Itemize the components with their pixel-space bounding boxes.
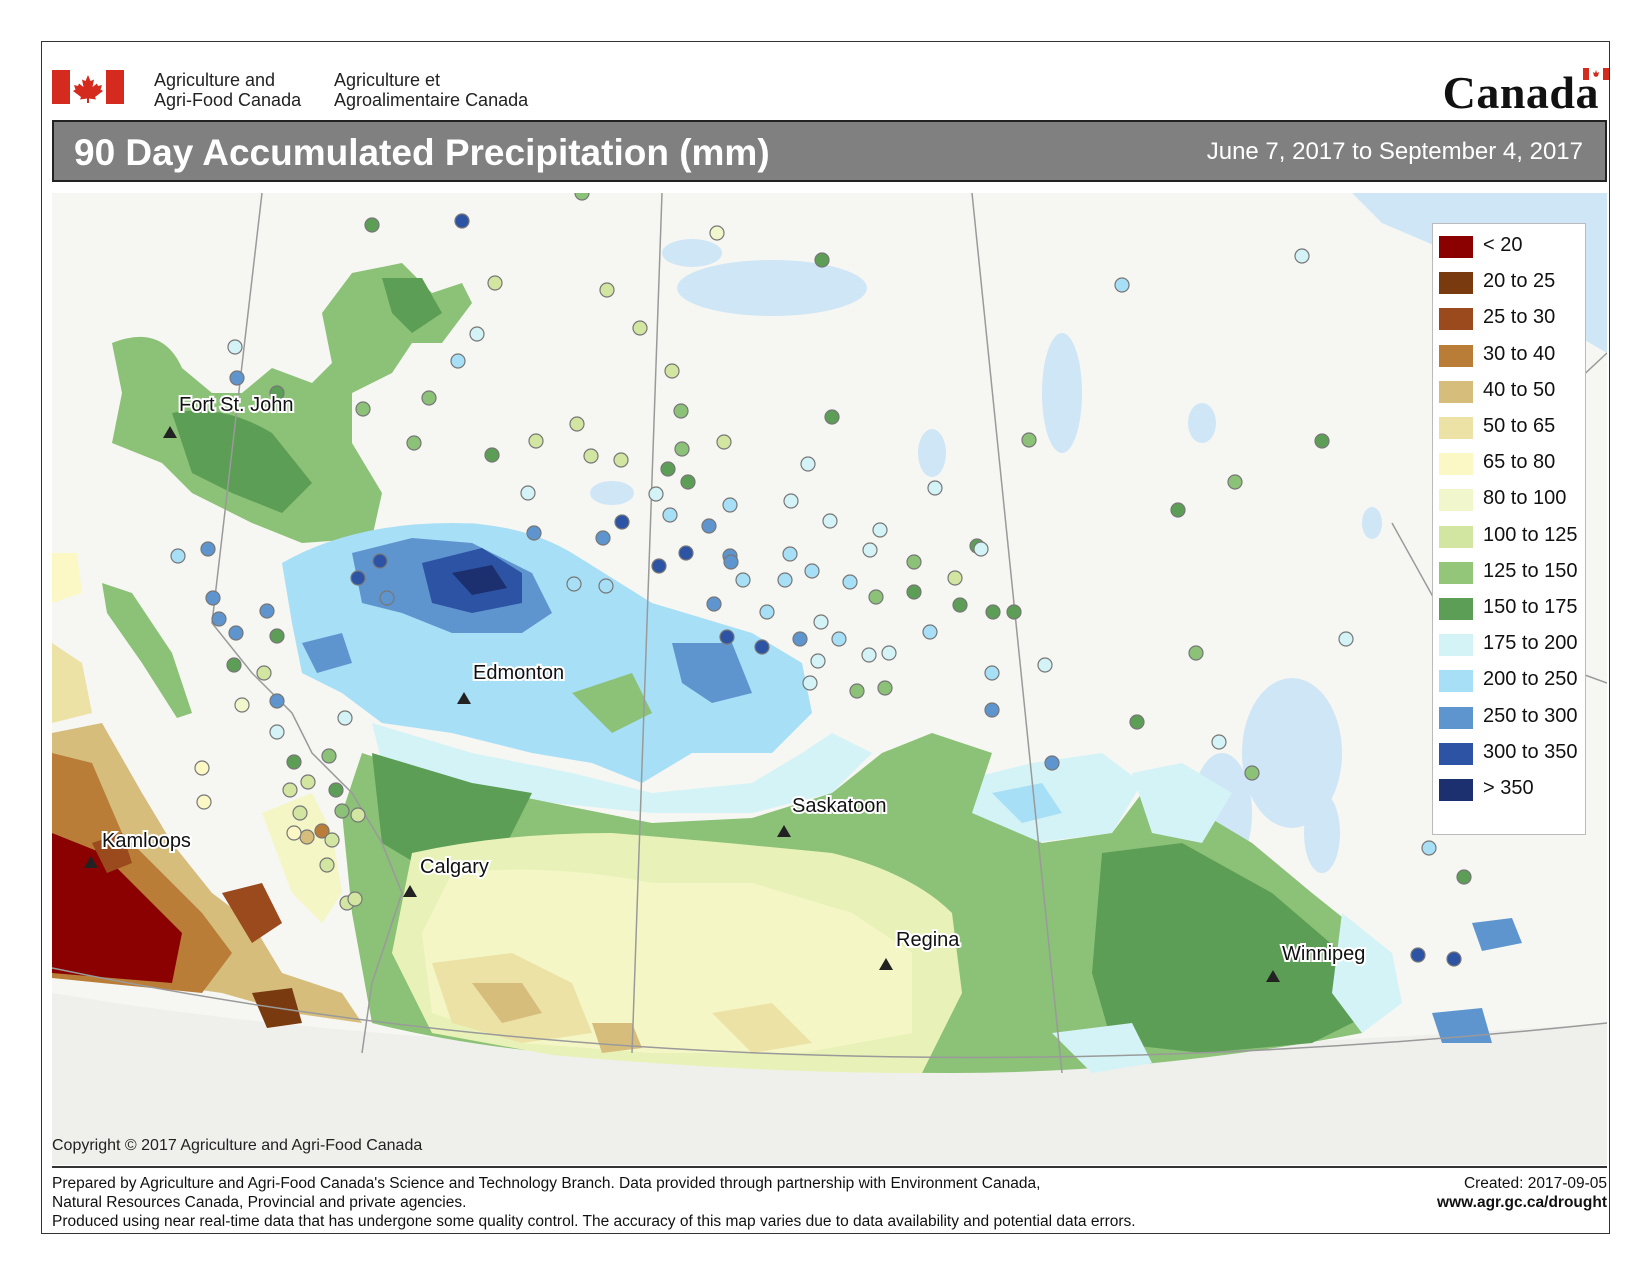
drought-url-link[interactable]: www.agr.gc.ca/drought [1437,1194,1607,1211]
legend-item: 150 to 175 [1439,594,1583,622]
canada-wordmark: Canada [1443,66,1599,119]
legend-item: > 350 [1439,775,1583,803]
legend-swatch [1439,525,1473,548]
legend-item: 175 to 200 [1439,630,1583,658]
legend-item: 125 to 150 [1439,558,1583,586]
legend-item: 80 to 100 [1439,485,1583,513]
legend-item: 20 to 25 [1439,268,1583,296]
legend-swatch [1439,706,1473,729]
legend-label: 65 to 80 [1483,451,1556,474]
legend-label: 175 to 200 [1483,632,1578,655]
legend-swatch [1439,561,1473,584]
department-name-english: Agriculture and Agri-Food Canada [154,70,301,110]
city-label-saskatoon: Saskatoon [792,795,887,817]
map-frame [41,41,1610,1234]
legend-swatch [1439,598,1473,620]
precipitation-map: Fort St. John Edmonton Saskatoon Calgary… [52,193,1607,1165]
precipitation-field [52,263,1522,1073]
legend-swatch [1439,779,1473,801]
dept-fr-line2: Agroalimentaire Canada [334,90,529,110]
legend-item: 50 to 65 [1439,413,1583,441]
footer-line1: Prepared by Agriculture and Agri-Food Ca… [52,1175,1041,1192]
legend-label: < 20 [1483,234,1523,256]
calgary-marker [403,885,417,897]
saskatoon-marker [777,825,791,837]
title-bar: 90 Day Accumulated Precipitation (mm) Ju… [52,120,1607,182]
city-label-kamloops: Kamloops [102,830,191,852]
legend-swatch [1439,453,1473,476]
dept-en-line2: Agri-Food Canada [154,90,302,110]
wordmark-flag-icon [1583,68,1609,80]
dept-en-line1: Agriculture and [154,70,276,90]
legend-label: 20 to 25 [1483,270,1556,293]
wordmark-text: Canada [1442,67,1599,118]
legend-swatch [1439,272,1473,295]
legend-label: 150 to 175 [1483,596,1578,618]
header: Agriculture and Agri-Food Canada Agricul… [52,66,1609,118]
legend-label: > 350 [1483,777,1534,799]
map-title: 90 Day Accumulated Precipitation (mm) [74,132,770,173]
footer-line2: Natural Resources Canada, Provincial and… [52,1194,467,1211]
legend-swatch [1439,417,1473,439]
map-canvas: Fort St. John Edmonton Saskatoon Calgary… [52,193,1607,1165]
legend-item: 250 to 300 [1439,703,1583,731]
legend-label: 300 to 350 [1483,740,1578,763]
canada-flag-icon [52,70,124,104]
date-range: June 7, 2017 to September 4, 2017 [1206,138,1583,165]
legend-label: 200 to 250 [1483,668,1578,691]
legend-swatch [1439,308,1473,331]
footer-divider [52,1166,1607,1168]
legend-label: 50 to 65 [1483,415,1556,437]
regina-marker [879,958,893,970]
legend-swatch [1439,742,1473,765]
dept-fr-line1: Agriculture et [334,70,441,90]
legend-label: 250 to 300 [1483,704,1578,727]
footer-notes: Prepared by Agriculture and Agri-Food Ca… [52,1174,1302,1231]
city-label-winnipeg: Winnipeg [1282,943,1365,965]
legend-swatch [1439,489,1473,512]
copyright-notice: Copyright © 2017 Agriculture and Agri-Fo… [52,1137,423,1154]
legend-item: 30 to 40 [1439,341,1583,369]
legend-item: 200 to 250 [1439,666,1583,694]
legend-item: 25 to 30 [1439,304,1583,332]
legend-label: 100 to 125 [1483,523,1578,546]
legend-item: < 20 [1439,232,1583,260]
legend-label: 30 to 40 [1483,342,1556,365]
department-name-french: Agriculture et Agroalimentaire Canada [334,70,528,110]
legend-label: 40 to 50 [1483,378,1556,401]
footer-meta: Created: 2017-09-05 www.agr.gc.ca/drough… [1437,1174,1607,1212]
legend-label: 25 to 30 [1483,306,1556,329]
legend-item: 300 to 350 [1439,739,1583,767]
legend-swatch [1439,344,1473,367]
legend-label: 80 to 100 [1483,487,1567,510]
created-date: Created: 2017-09-05 [1463,1175,1607,1192]
legend-swatch [1439,634,1473,657]
fort-st-john-marker [163,426,177,438]
winnipeg-marker [1266,970,1280,982]
legend-item: 40 to 50 [1439,377,1583,405]
weather-stations [170,193,1472,967]
legend-label: 125 to 150 [1483,559,1578,582]
city-markers: Fort St. John Edmonton Saskatoon Calgary… [84,392,1367,982]
kamloops-marker [84,856,98,868]
precipitation-legend: < 20 20 to 25 25 to 30 30 to 40 40 to 50 50 t… [1432,223,1586,835]
footer-line3: Produced using near real-time data that … [52,1213,1136,1230]
legend-item: 65 to 80 [1439,449,1583,477]
legend-item: 100 to 125 [1439,522,1583,550]
city-label-regina: Regina [896,929,960,951]
edmonton-marker [457,692,471,704]
city-label-edmonton: Edmonton [473,662,564,684]
city-label-fort-st-john: Fort St. John [179,394,294,416]
legend-swatch [1439,236,1473,258]
legend-swatch [1439,670,1473,693]
city-label-calgary: Calgary [420,856,489,878]
legend-swatch [1439,380,1473,403]
